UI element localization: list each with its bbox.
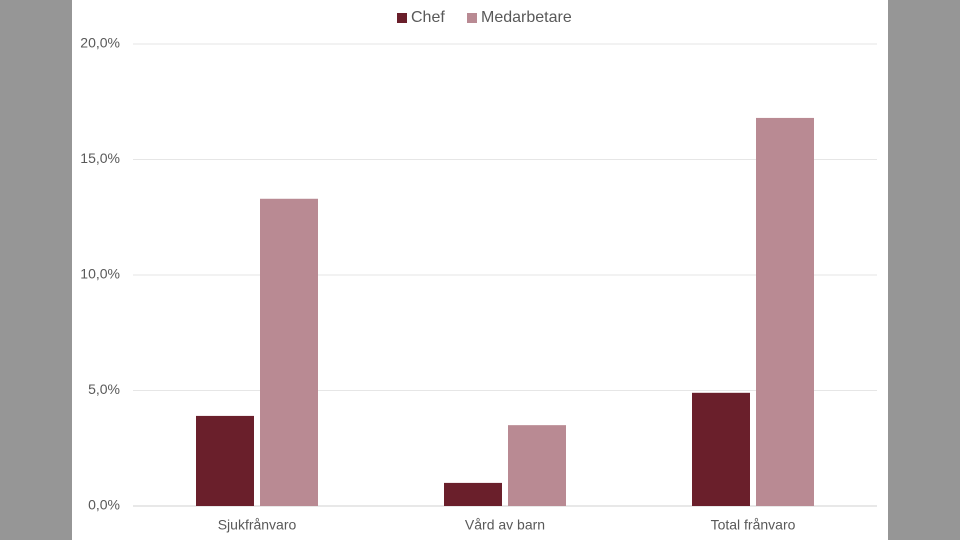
x-tick-label: Total frånvaro (711, 517, 796, 533)
x-tick-label: Vård av barn (465, 517, 545, 533)
bar (756, 117, 814, 507)
bar (260, 198, 318, 506)
y-tick-label: 0,0% (88, 497, 120, 513)
y-tick-label: 5,0% (88, 381, 120, 397)
bar (508, 425, 566, 506)
y-tick-label: 20,0% (80, 35, 120, 51)
legend-swatch (397, 13, 407, 23)
bar (692, 392, 750, 506)
y-tick-label: 10,0% (80, 266, 120, 282)
legend-label: Medarbetare (481, 9, 572, 26)
legend: Chef Medarbetare (397, 9, 572, 26)
bar (196, 415, 254, 506)
x-tick-label: Sjukfrånvaro (218, 517, 297, 533)
bar (444, 482, 502, 506)
y-tick-label: 15,0% (80, 150, 120, 166)
legend-swatch (467, 13, 477, 23)
legend-label: Chef (411, 9, 445, 26)
